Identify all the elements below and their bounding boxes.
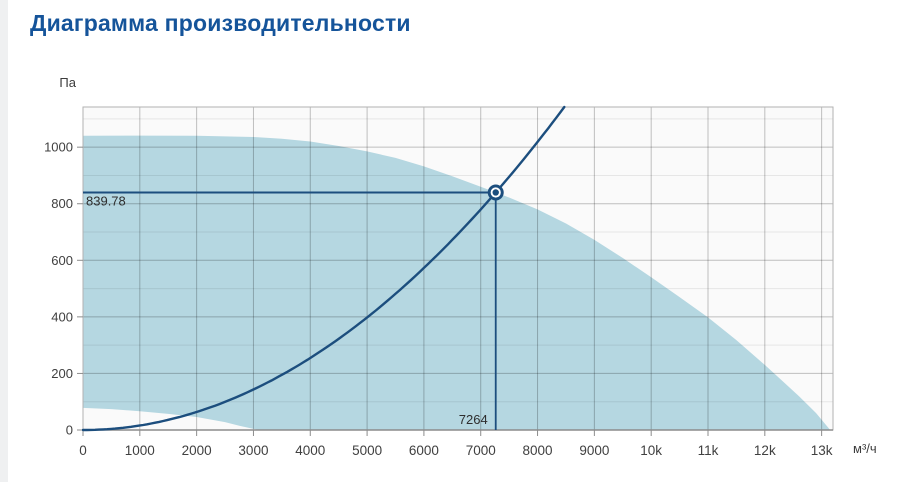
x-tick-label: 6000	[409, 443, 439, 458]
x-tick-label: 2000	[182, 443, 212, 458]
x-axis-unit-label: м³/ч	[853, 441, 877, 456]
x-tick-label: 4000	[295, 443, 325, 458]
x-tick-label: 3000	[238, 443, 268, 458]
content-card: Диаграмма производительности Па м³/ч 0 10…	[8, 0, 900, 482]
x-tick-label: 12k	[754, 443, 776, 458]
x-tick-label: 11k	[698, 443, 719, 458]
x-tick-label: 9000	[579, 443, 609, 458]
x-tick-label: 1000	[125, 443, 155, 458]
operating-envelope-area	[83, 135, 831, 430]
y-axis-unit-label: Па	[59, 75, 76, 90]
x-tick-label: 7000	[466, 443, 496, 458]
system-resistance-curve	[81, 105, 566, 432]
y-tick-label: 800	[51, 196, 73, 211]
y-tick-label: 1000	[44, 140, 73, 155]
operating-point-pressure-label: 839.78	[86, 193, 126, 208]
y-tick-label: 0	[66, 423, 73, 438]
y-tick-label: 600	[51, 253, 73, 268]
y-tick-label: 400	[51, 309, 73, 324]
x-tick-label: 10k	[640, 443, 662, 458]
x-tick-label: 0	[79, 443, 87, 458]
x-tick-label: 5000	[352, 443, 382, 458]
y-tick-label: 200	[51, 366, 73, 381]
x-tick-label: 13k	[811, 443, 833, 458]
operating-point-flow-label: 7264	[459, 412, 488, 427]
operating-point-marker-dot	[492, 189, 499, 196]
x-tick-label: 8000	[523, 443, 553, 458]
page-title: Диаграмма производительности	[30, 10, 411, 36]
performance-chart: 0 1000 2000 3000 4000 5000 6000 7000 8000 9000 10k…	[44, 105, 834, 458]
